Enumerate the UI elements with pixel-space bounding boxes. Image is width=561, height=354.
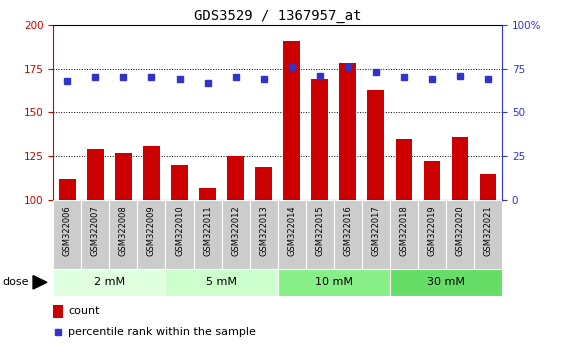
- Bar: [367, 90, 384, 200]
- Text: GSM322010: GSM322010: [175, 206, 184, 256]
- Text: GSM322013: GSM322013: [259, 206, 268, 256]
- Bar: [171, 165, 188, 200]
- Text: 30 mM: 30 mM: [427, 277, 465, 287]
- Text: GSM322014: GSM322014: [287, 206, 296, 256]
- Text: 5 mM: 5 mM: [206, 277, 237, 287]
- Text: GSM322012: GSM322012: [231, 206, 240, 256]
- Text: GSM322021: GSM322021: [484, 206, 493, 256]
- Bar: [109, 200, 137, 269]
- Bar: [339, 63, 356, 200]
- Bar: [311, 79, 328, 200]
- Text: GSM322015: GSM322015: [315, 206, 324, 256]
- Text: GSM322008: GSM322008: [119, 206, 128, 256]
- Bar: [474, 200, 502, 269]
- Text: GSM322011: GSM322011: [203, 206, 212, 256]
- Bar: [143, 146, 160, 200]
- Text: GSM322019: GSM322019: [427, 206, 436, 256]
- Text: GDS3529 / 1367957_at: GDS3529 / 1367957_at: [194, 9, 361, 23]
- Bar: [137, 200, 165, 269]
- Bar: [306, 200, 334, 269]
- Text: dose: dose: [3, 277, 29, 287]
- Bar: [424, 161, 440, 200]
- Text: 10 mM: 10 mM: [315, 277, 353, 287]
- Bar: [390, 269, 502, 296]
- Bar: [278, 200, 306, 269]
- Bar: [480, 174, 496, 200]
- Bar: [53, 305, 63, 318]
- Bar: [283, 41, 300, 200]
- Bar: [53, 200, 81, 269]
- Text: 2 mM: 2 mM: [94, 277, 125, 287]
- Bar: [227, 156, 244, 200]
- Polygon shape: [33, 275, 47, 289]
- Bar: [396, 139, 412, 200]
- Text: GSM322009: GSM322009: [147, 206, 156, 256]
- Bar: [418, 200, 446, 269]
- Bar: [53, 269, 165, 296]
- Bar: [87, 149, 104, 200]
- Text: GSM322017: GSM322017: [371, 206, 380, 256]
- Bar: [250, 200, 278, 269]
- Bar: [452, 137, 468, 200]
- Bar: [194, 200, 222, 269]
- Bar: [222, 200, 250, 269]
- Bar: [115, 153, 132, 200]
- Text: count: count: [68, 306, 100, 316]
- Text: GSM322007: GSM322007: [91, 206, 100, 256]
- Bar: [390, 200, 418, 269]
- Text: GSM322018: GSM322018: [399, 206, 408, 256]
- Bar: [278, 269, 390, 296]
- Text: GSM322006: GSM322006: [63, 206, 72, 256]
- Text: GSM322016: GSM322016: [343, 206, 352, 256]
- Text: GSM322020: GSM322020: [456, 206, 465, 256]
- Bar: [334, 200, 362, 269]
- Bar: [59, 179, 76, 200]
- Text: percentile rank within the sample: percentile rank within the sample: [68, 327, 256, 337]
- Bar: [81, 200, 109, 269]
- Bar: [255, 167, 272, 200]
- Bar: [362, 200, 390, 269]
- Bar: [199, 188, 216, 200]
- Bar: [165, 200, 194, 269]
- Bar: [446, 200, 474, 269]
- Bar: [165, 269, 278, 296]
